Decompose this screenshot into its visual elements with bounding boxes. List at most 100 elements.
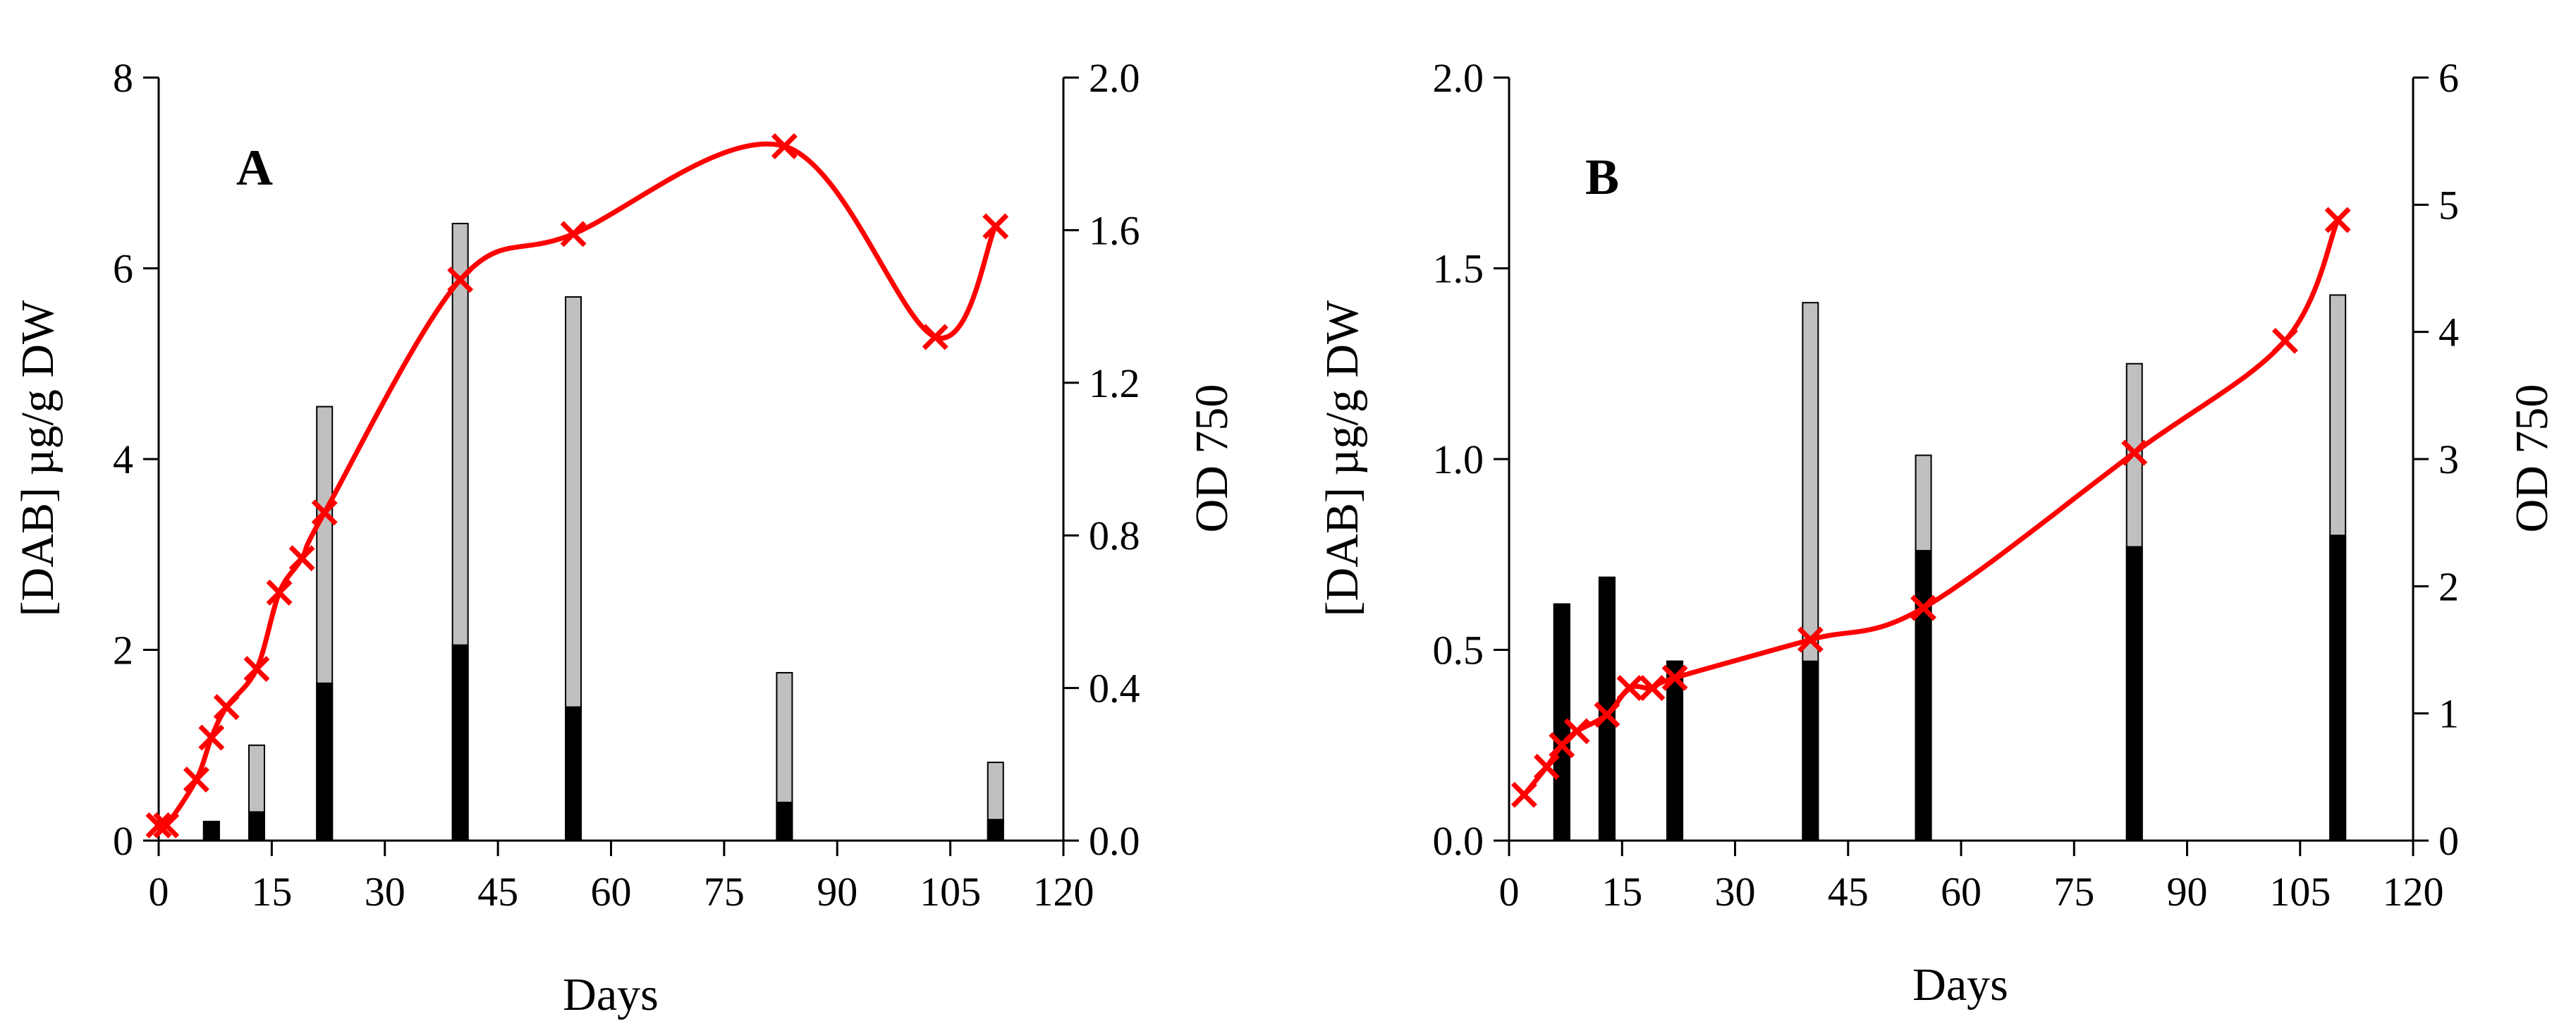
od750-marker	[1616, 675, 1643, 702]
x-tick-label: 30	[1715, 869, 1756, 915]
od750-marker	[1639, 675, 1666, 702]
y2-tick-label: 0	[2438, 818, 2459, 864]
y2-tick-label: 0.8	[1089, 513, 1140, 559]
od750-marker	[1563, 718, 1590, 745]
dab-bar-black	[776, 801, 793, 842]
od750-marker	[1797, 626, 1824, 653]
x-tick-label: 15	[1601, 869, 1642, 915]
panel-a: 0 2 4 6 8 0.0 0.4 0.8 1.2 1.6 2.0 0 15 30 45 60 75 90 105 1…	[12, 55, 1238, 1020]
od750-marker	[982, 213, 1009, 240]
x-axis-title: Days	[563, 969, 659, 1020]
od750-marker	[198, 724, 225, 751]
y-axis-title: [DAB] µg/g DW	[12, 300, 63, 616]
dab-bar-black	[202, 820, 220, 841]
dab-bar-black	[2125, 546, 2143, 841]
od750-marker-stroke	[982, 213, 1009, 240]
od750-marker	[266, 579, 293, 606]
od750-marker	[183, 766, 209, 793]
od750-marker-stroke	[243, 656, 270, 683]
od750-marker	[288, 545, 315, 572]
od750-marker	[922, 324, 948, 350]
od750-marker-stroke	[922, 324, 948, 350]
od750-marker	[2324, 207, 2351, 233]
x-tick-label: 60	[1941, 869, 1982, 915]
y-tick-label: 0	[113, 818, 133, 864]
y-tick-label: 4	[113, 437, 133, 482]
x-tick-label: 45	[477, 869, 518, 915]
x-tick-label: 0	[149, 869, 169, 915]
od750-marker	[153, 812, 180, 838]
od750-marker	[447, 267, 474, 293]
x-tick-label: 90	[2167, 869, 2208, 915]
od750-marker-stroke	[2324, 207, 2351, 233]
y-tick-label: 1.5	[1433, 246, 1484, 292]
od750-marker	[771, 133, 798, 159]
od750-marker-stroke	[288, 545, 315, 572]
od750-marker	[1533, 753, 1560, 780]
y2-tick-label: 1	[2438, 691, 2459, 737]
x-tick-label: 0	[1499, 869, 1520, 915]
od750-marker	[1661, 664, 1688, 691]
od750-marker-stroke	[560, 221, 587, 248]
dab-bar-black	[987, 819, 1004, 841]
x-tick-label: 105	[920, 869, 981, 915]
dab-bar-black	[1666, 660, 1684, 841]
od750-marker-stroke	[1616, 675, 1643, 702]
panel-letter: B	[1585, 149, 1619, 205]
od750-marker-stroke	[771, 133, 798, 159]
y2-axis-title: OD 750	[1186, 384, 1238, 533]
panel-letter: A	[236, 140, 273, 196]
od750-marker-stroke	[183, 766, 209, 793]
od750-marker	[1910, 594, 1937, 621]
od750-marker-stroke	[1594, 701, 1620, 728]
od750-marker-stroke	[1563, 718, 1590, 745]
dab-bar-black	[451, 644, 469, 841]
od750-marker-stroke	[153, 812, 180, 838]
y2-tick-label: 0.4	[1089, 666, 1140, 712]
od750-marker-stroke	[1910, 594, 1937, 621]
x-tick-label: 15	[251, 869, 292, 915]
y-tick-label: 0.0	[1433, 818, 1484, 864]
y-tick-label: 2	[113, 628, 133, 673]
dab-bar-black	[2329, 535, 2347, 841]
y2-tick-label: 1.2	[1089, 360, 1140, 406]
od750-marker	[1510, 781, 1537, 808]
x-tick-label: 105	[2269, 869, 2331, 915]
od750-marker-stroke	[2271, 327, 2298, 354]
x-tick-label: 75	[704, 869, 745, 915]
y2-tick-label: 1.6	[1089, 207, 1140, 253]
y-tick-label: 1.0	[1433, 437, 1484, 482]
od750-marker	[1594, 701, 1620, 728]
od750-marker-stroke	[1510, 781, 1537, 808]
od750-marker	[560, 221, 587, 248]
dab-bar-black	[1915, 549, 1932, 842]
y2-tick-label: 2	[2438, 563, 2459, 609]
y-tick-label: 0.5	[1433, 628, 1484, 673]
x-tick-label: 75	[2053, 869, 2094, 915]
od750-marker	[243, 656, 270, 683]
y2-axis-title: OD 750	[2506, 384, 2558, 533]
x-tick-label: 90	[817, 869, 857, 915]
y2-tick-label: 4	[2438, 310, 2459, 355]
x-tick-label: 120	[2383, 869, 2444, 915]
od750-marker-stroke	[145, 812, 172, 838]
y2-tick-label: 0.0	[1089, 818, 1140, 864]
od750-marker-stroke	[1533, 753, 1560, 780]
y-tick-label: 2.0	[1433, 55, 1484, 101]
dab-bar-black	[1802, 660, 1819, 841]
od750-marker-stroke	[213, 694, 240, 721]
y2-tick-label: 5	[2438, 182, 2459, 228]
od750-marker	[2271, 327, 2298, 354]
dab-bar-black	[316, 682, 334, 842]
od750-marker-stroke	[2121, 439, 2148, 466]
od750-marker-stroke	[311, 499, 338, 526]
od750-marker	[311, 499, 338, 526]
od750-marker-stroke	[266, 579, 293, 606]
y-axis-title: [DAB] µg/g DW	[1317, 300, 1368, 616]
x-tick-label: 30	[365, 869, 405, 915]
y2-tick-label: 6	[2438, 55, 2459, 101]
y2-tick-label: 3	[2438, 437, 2459, 482]
od750-marker-stroke	[1797, 626, 1824, 653]
